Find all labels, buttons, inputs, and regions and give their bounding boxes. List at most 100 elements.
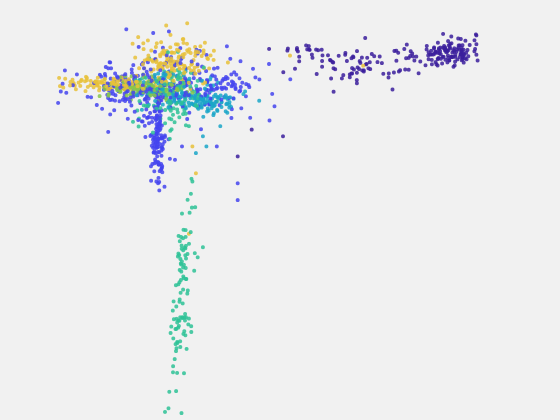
scatter-point-series-6 bbox=[83, 89, 88, 94]
scatter-point-series-1 bbox=[355, 49, 359, 54]
scatter-point-series-1 bbox=[316, 48, 321, 53]
scatter-point-series-4 bbox=[175, 341, 180, 345]
scatter-point-series-2 bbox=[159, 153, 164, 158]
scatter-point-series-2 bbox=[146, 96, 151, 101]
scatter-point-series-2 bbox=[120, 97, 125, 102]
scatter-point-series-2 bbox=[226, 82, 231, 86]
scatter-point-series-1 bbox=[429, 57, 434, 62]
scatter-point-series-6 bbox=[164, 23, 169, 28]
scatter-point-series-4 bbox=[143, 75, 148, 80]
scatter-point-series-4 bbox=[178, 339, 183, 344]
scatter-point-series-3 bbox=[163, 72, 168, 77]
scatter-point-series-6 bbox=[196, 50, 201, 55]
scatter-point-series-6 bbox=[169, 64, 174, 69]
scatter-point-series-1 bbox=[267, 46, 272, 51]
scatter-point-series-4 bbox=[184, 346, 189, 351]
scatter-point-series-3 bbox=[211, 113, 216, 118]
scatter-point-series-4 bbox=[167, 116, 172, 121]
scatter-point-series-6 bbox=[181, 37, 186, 42]
scatter-point-series-2 bbox=[159, 145, 164, 150]
scatter-point-series-5 bbox=[175, 88, 180, 93]
scatter-point-series-6 bbox=[185, 41, 189, 46]
scatter-point-series-6 bbox=[130, 41, 135, 46]
scatter-point-series-3 bbox=[243, 89, 248, 94]
scatter-point-series-6 bbox=[207, 66, 212, 71]
scatter-point-series-1 bbox=[402, 47, 407, 51]
scatter-point-series-6 bbox=[137, 66, 142, 71]
scatter-point-series-5 bbox=[150, 83, 155, 88]
scatter-point-series-1 bbox=[367, 60, 372, 65]
scatter-point-series-6 bbox=[110, 81, 114, 86]
scatter-point-series-2 bbox=[133, 75, 138, 80]
scatter-point-series-4 bbox=[175, 110, 180, 115]
scatter-point-series-2 bbox=[233, 87, 238, 91]
scatter-point-series-6 bbox=[175, 47, 179, 52]
scatter-point-series-1 bbox=[307, 47, 312, 52]
scatter-point-series-2 bbox=[167, 156, 172, 161]
scatter-point-series-3 bbox=[205, 109, 210, 114]
scatter-point-series-1 bbox=[443, 45, 448, 50]
scatter-point-series-2 bbox=[231, 96, 236, 101]
scatter-point-series-4 bbox=[183, 253, 188, 258]
scatter-point-series-1 bbox=[449, 41, 454, 46]
scatter-point-series-4 bbox=[183, 234, 188, 239]
scatter-point-series-5 bbox=[148, 93, 153, 98]
scatter-point-series-4 bbox=[183, 243, 188, 248]
scatter-point-series-1 bbox=[379, 61, 384, 66]
scatter-point-series-4 bbox=[179, 246, 184, 251]
scatter-point-series-1 bbox=[297, 54, 302, 59]
scatter-point-series-2 bbox=[166, 29, 171, 34]
scatter-point-series-2 bbox=[212, 66, 216, 71]
scatter-point-series-6 bbox=[73, 87, 78, 92]
scatter-point-series-2 bbox=[142, 97, 147, 102]
scatter-point-series-6 bbox=[162, 61, 166, 66]
scatter-point-series-1 bbox=[438, 52, 443, 57]
scatter-point-series-6 bbox=[133, 79, 138, 84]
scatter-point-series-2 bbox=[267, 62, 271, 66]
scatter-point-series-2 bbox=[131, 63, 136, 68]
scatter-point-series-2 bbox=[248, 115, 253, 120]
scatter-point-series-3 bbox=[182, 84, 186, 89]
scatter-point-series-4 bbox=[163, 409, 167, 414]
scatter-point-series-2 bbox=[129, 103, 134, 108]
scatter-point-series-1 bbox=[429, 62, 434, 67]
scatter-point-series-2 bbox=[103, 65, 108, 69]
scatter-point-series-4 bbox=[171, 112, 175, 117]
scatter-point-series-6 bbox=[181, 55, 186, 60]
scatter-point-series-2 bbox=[56, 100, 61, 105]
scatter-point-series-4 bbox=[167, 99, 172, 104]
scatter-point-series-4 bbox=[178, 290, 183, 295]
scatter-point-series-2 bbox=[160, 136, 165, 140]
scatter-point-series-2 bbox=[109, 66, 114, 71]
scatter-point-series-4 bbox=[195, 255, 200, 260]
scatter-point-series-2 bbox=[173, 157, 177, 162]
scatter-point-series-2 bbox=[110, 88, 115, 93]
scatter-point-series-4 bbox=[195, 78, 200, 83]
scatter-point-series-1 bbox=[443, 57, 448, 62]
scatter-point-series-3 bbox=[196, 106, 201, 111]
scatter-point-series-1 bbox=[328, 58, 332, 62]
scatter-point-series-6 bbox=[196, 68, 201, 73]
scatter-point-series-2 bbox=[237, 76, 242, 81]
scatter-point-series-2 bbox=[146, 115, 151, 119]
scatter-point-series-2 bbox=[195, 62, 200, 67]
scatter-point-series-1 bbox=[446, 39, 451, 44]
scatter-point-series-2 bbox=[62, 68, 67, 73]
scatter-point-series-2 bbox=[123, 108, 128, 113]
scatter-point-series-1 bbox=[310, 55, 315, 60]
scatter-point-series-1 bbox=[368, 67, 373, 72]
scatter-point-series-1 bbox=[394, 58, 399, 63]
scatter-point-series-5 bbox=[118, 89, 123, 94]
scatter-point-series-1 bbox=[281, 70, 286, 75]
scatter-point-series-1 bbox=[347, 75, 352, 80]
scatter-point-series-1 bbox=[320, 64, 325, 69]
scatter-point-series-1 bbox=[460, 54, 465, 59]
scatter-point-series-2 bbox=[215, 86, 220, 90]
scatter-point-series-2 bbox=[142, 123, 147, 128]
scatter-point-series-6 bbox=[102, 77, 107, 81]
scatter-point-series-2 bbox=[147, 75, 152, 80]
scatter-point-series-6 bbox=[122, 87, 127, 92]
scatter-point-series-1 bbox=[354, 81, 359, 86]
scatter-point-series-2 bbox=[240, 80, 245, 85]
